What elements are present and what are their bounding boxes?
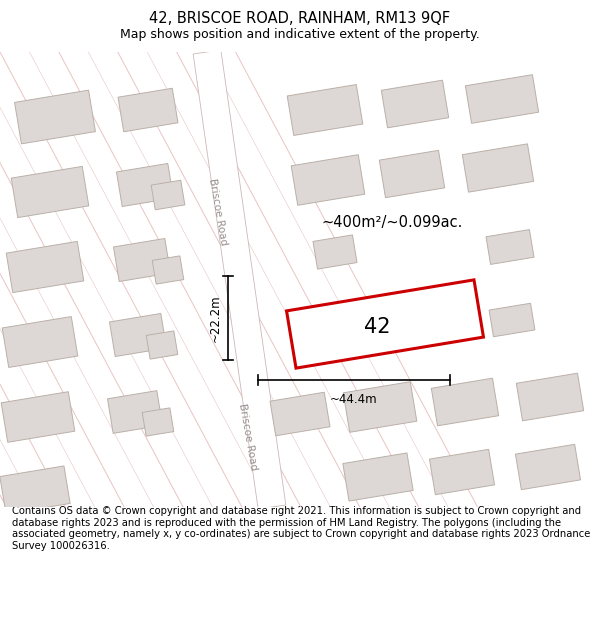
Polygon shape — [113, 239, 170, 281]
Polygon shape — [146, 331, 178, 359]
Polygon shape — [287, 84, 363, 136]
Polygon shape — [6, 241, 84, 292]
Polygon shape — [486, 229, 534, 264]
Polygon shape — [515, 444, 581, 489]
Polygon shape — [107, 391, 163, 433]
Text: Briscoe Road: Briscoe Road — [207, 177, 229, 246]
Polygon shape — [2, 316, 78, 368]
Text: ~400m²/~0.099ac.: ~400m²/~0.099ac. — [322, 214, 463, 229]
Polygon shape — [430, 449, 494, 494]
Polygon shape — [382, 80, 449, 128]
Polygon shape — [291, 155, 365, 205]
Polygon shape — [270, 392, 330, 436]
Polygon shape — [142, 408, 174, 436]
Text: 42, BRISCOE ROAD, RAINHAM, RM13 9QF: 42, BRISCOE ROAD, RAINHAM, RM13 9QF — [149, 11, 451, 26]
Text: Contains OS data © Crown copyright and database right 2021. This information is : Contains OS data © Crown copyright and d… — [12, 506, 590, 551]
Polygon shape — [431, 378, 499, 426]
Polygon shape — [343, 453, 413, 501]
Polygon shape — [517, 373, 584, 421]
Polygon shape — [151, 180, 185, 210]
Polygon shape — [109, 314, 167, 356]
Polygon shape — [193, 50, 286, 509]
Polygon shape — [11, 166, 89, 217]
Text: ~44.4m: ~44.4m — [330, 393, 378, 406]
Polygon shape — [466, 75, 539, 123]
Polygon shape — [152, 256, 184, 284]
Text: ~22.2m: ~22.2m — [209, 294, 222, 342]
Polygon shape — [14, 90, 95, 144]
Text: 42: 42 — [364, 317, 390, 337]
Polygon shape — [343, 382, 417, 432]
Polygon shape — [116, 164, 173, 206]
Polygon shape — [313, 235, 357, 269]
Polygon shape — [1, 392, 75, 442]
Text: Map shows position and indicative extent of the property.: Map shows position and indicative extent… — [120, 28, 480, 41]
Polygon shape — [118, 88, 178, 132]
Polygon shape — [463, 144, 533, 192]
Polygon shape — [317, 306, 359, 338]
Text: Briscoe Road: Briscoe Road — [237, 402, 259, 471]
Polygon shape — [287, 280, 484, 368]
Polygon shape — [379, 151, 445, 198]
Polygon shape — [0, 466, 70, 514]
Polygon shape — [489, 303, 535, 337]
